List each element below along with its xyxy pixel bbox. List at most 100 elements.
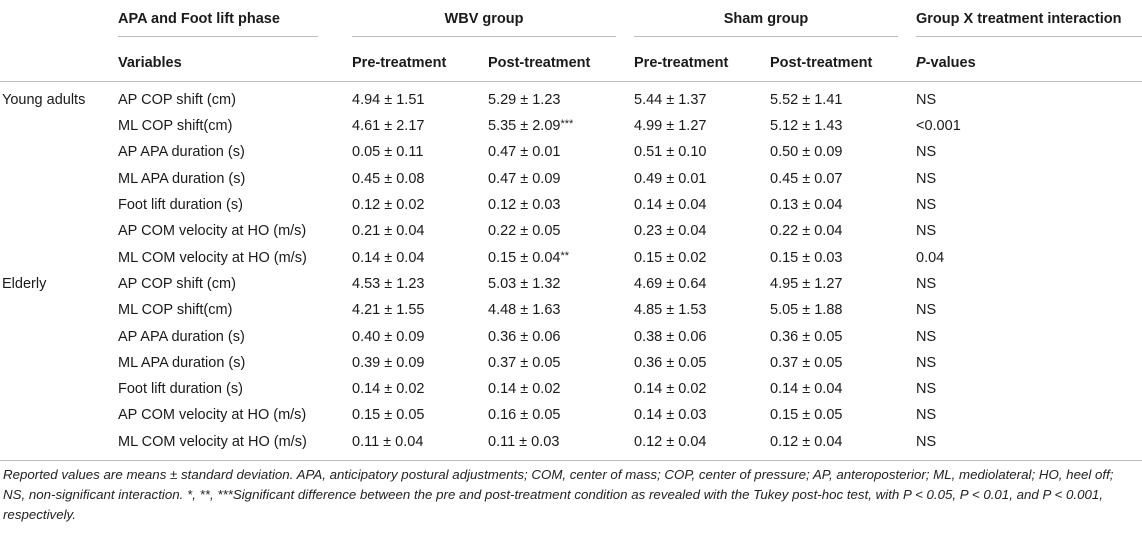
variable-cell: ML COP shift(cm) (118, 118, 233, 135)
sham-pre-cell: 0.49 ± 0.01 (634, 166, 770, 192)
sham-post-cell: 5.52 ± 1.41 (770, 82, 916, 114)
p-value: NS (916, 302, 937, 319)
wbv-post-value: 0.11 ± 0.03 (488, 433, 560, 450)
header-phase-title: APA and Foot lift phase (118, 11, 318, 37)
wbv-post-value: 5.03 ± 1.32 (488, 275, 561, 292)
group-label (0, 192, 118, 218)
wbv-post-cell: 0.16 ± 0.05 (488, 402, 634, 428)
p-cell: NS (916, 139, 1142, 165)
wbv-pre-cell: 0.39 ± 0.09 (352, 350, 488, 376)
header-phase-cell: APA and Foot lift phase (118, 0, 352, 44)
group-label (0, 218, 118, 244)
table-row: AP COM velocity at HO (m/s) 0.21 ± 0.04 0.… (0, 218, 1142, 244)
header-empty-cell-2 (0, 44, 118, 82)
wbv-pre-cell: 0.40 ± 0.09 (352, 323, 488, 349)
sham-post-value: 0.15 ± 0.05 (770, 407, 843, 424)
p-cell: NS (916, 350, 1142, 376)
wbv-pre-value: 0.05 ± 0.11 (352, 144, 424, 161)
wbv-pre-cell: 4.61 ± 2.17 (352, 113, 488, 139)
header-wbv-cell: WBV group (352, 0, 634, 44)
table-row: ML COP shift(cm) 4.21 ± 1.55 4.48 ± 1.63 4.… (0, 297, 1142, 323)
group-label (0, 402, 118, 428)
header-pvalues-p: P (916, 54, 926, 71)
sham-post-cell: 0.36 ± 0.05 (770, 323, 916, 349)
significance-marker: ** (560, 249, 570, 262)
p-cell: NS (916, 271, 1142, 297)
sham-post-cell: 0.15 ± 0.05 (770, 402, 916, 428)
table-row: ML APA duration (s) 0.45 ± 0.08 0.47 ± 0.0… (0, 166, 1142, 192)
p-cell: NS (916, 166, 1142, 192)
variable-cell: AP APA duration (s) (118, 328, 245, 345)
sham-post-value: 0.37 ± 0.05 (770, 354, 843, 371)
wbv-post-value: 0.37 ± 0.05 (488, 354, 561, 371)
p-value: NS (916, 381, 937, 398)
header-row-groups: APA and Foot lift phase WBV group Sham g… (0, 0, 1142, 44)
sham-pre-value: 0.23 ± 0.04 (634, 223, 707, 240)
wbv-post-value: 0.47 ± 0.01 (488, 144, 561, 161)
variable-cell: ML COP shift(cm) (118, 302, 233, 319)
variable-cell: ML COM velocity at HO (m/s) (118, 249, 307, 266)
wbv-post-cell: 0.47 ± 0.09 (488, 166, 634, 192)
table-row: ML COM velocity at HO (m/s) 0.11 ± 0.04 0.… (0, 428, 1142, 461)
sham-pre-cell: 0.12 ± 0.04 (634, 428, 770, 461)
wbv-post-value: 5.29 ± 1.23 (488, 92, 561, 108)
p-value: 0.04 (916, 249, 945, 266)
p-value: NS (916, 223, 937, 240)
sham-pre-cell: 0.15 ± 0.02 (634, 244, 770, 270)
sham-post-value: 0.13 ± 0.04 (770, 197, 843, 214)
group-label: Elderly (2, 275, 47, 292)
variable-cell: AP COP shift (cm) (118, 275, 236, 292)
p-cell: NS (916, 402, 1142, 428)
table-row: Elderly AP COP shift (cm) 4.53 ± 1.23 5.03 … (0, 271, 1142, 297)
wbv-pre-cell: 0.15 ± 0.05 (352, 402, 488, 428)
group-label (0, 244, 118, 270)
header-interaction-cell: Group X treatment interaction (916, 0, 1142, 44)
p-value: NS (916, 144, 937, 161)
sham-post-value: 0.50 ± 0.09 (770, 144, 843, 161)
sham-pre-value: 0.14 ± 0.03 (634, 407, 707, 424)
sham-post-value: 5.52 ± 1.41 (770, 92, 843, 108)
variable-cell: ML COM velocity at HO (m/s) (118, 428, 352, 461)
p-value: NS (916, 197, 937, 214)
table-row: AP APA duration (s) 0.05 ± 0.11 0.47 ± 0.0… (0, 139, 1142, 165)
header-row-columns: Variables Pre-treatment Post-treatment P… (0, 44, 1142, 82)
p-cell: NS (916, 82, 1142, 114)
sham-pre-cell: 0.14 ± 0.04 (634, 192, 770, 218)
sham-pre-cell: 4.99 ± 1.27 (634, 113, 770, 139)
group-label (0, 376, 118, 402)
sham-post-value: 5.05 ± 1.88 (770, 302, 843, 319)
variable-cell: Foot lift duration (s) (118, 381, 243, 398)
sham-pre-cell: 0.14 ± 0.03 (634, 402, 770, 428)
sham-pre-value: 0.14 ± 0.02 (634, 381, 707, 398)
wbv-pre-value: 4.53 ± 1.23 (352, 275, 425, 292)
sham-pre-cell: 4.69 ± 0.64 (634, 271, 770, 297)
sham-post-cell: 0.12 ± 0.04 (770, 428, 916, 461)
sham-post-value: 0.45 ± 0.07 (770, 170, 843, 187)
sham-pre-value: 0.49 ± 0.01 (634, 170, 707, 187)
wbv-post-value: 0.36 ± 0.06 (488, 328, 561, 345)
group-label (0, 428, 118, 461)
sham-pre-cell: 0.36 ± 0.05 (634, 350, 770, 376)
sham-pre-value: 0.51 ± 0.10 (634, 144, 707, 161)
wbv-pre-value: 0.45 ± 0.08 (352, 170, 425, 187)
sham-pre-cell: 4.85 ± 1.53 (634, 297, 770, 323)
table-row: ML COP shift(cm) 4.61 ± 2.17 5.35 ± 2.09**… (0, 113, 1142, 139)
wbv-pre-cell: 0.21 ± 0.04 (352, 218, 488, 244)
results-table: APA and Foot lift phase WBV group Sham g… (0, 0, 1142, 461)
wbv-pre-cell: 0.05 ± 0.11 (352, 139, 488, 165)
wbv-post-value: 0.22 ± 0.05 (488, 223, 561, 240)
wbv-pre-value: 0.14 ± 0.04 (352, 249, 425, 266)
p-value: NS (916, 354, 937, 371)
wbv-pre-value: 0.12 ± 0.02 (352, 197, 425, 214)
sham-post-value: 4.95 ± 1.27 (770, 275, 843, 292)
header-pvalues-rest: -values (925, 54, 976, 71)
sham-pre-value: 0.38 ± 0.06 (634, 328, 707, 345)
wbv-pre-value: 0.39 ± 0.09 (352, 354, 425, 371)
wbv-pre-cell: 0.14 ± 0.04 (352, 244, 488, 270)
sham-pre-value: 0.12 ± 0.04 (634, 433, 707, 450)
p-value: NS (916, 407, 937, 424)
p-cell: NS (916, 323, 1142, 349)
wbv-post-cell: 5.35 ± 2.09*** (488, 113, 634, 139)
wbv-post-cell: 5.29 ± 1.23 (488, 82, 634, 114)
